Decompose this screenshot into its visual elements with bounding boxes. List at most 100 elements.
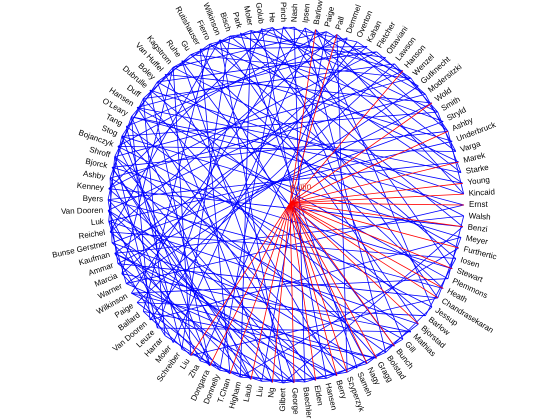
- hub-edge-10: [289, 202, 444, 289]
- node-label: Van Dooren: [61, 206, 103, 216]
- edge-47: [114, 156, 306, 383]
- edge-172: [240, 247, 459, 378]
- edge-108: [190, 54, 411, 79]
- edge-42: [164, 74, 338, 376]
- edge-116: [272, 27, 462, 173]
- node-label: He: [267, 12, 277, 23]
- edge-34: [143, 98, 377, 359]
- edge-91: [107, 70, 404, 211]
- edge-160: [121, 67, 174, 274]
- hub-edge-11: [289, 202, 439, 299]
- edge-11: [111, 166, 453, 270]
- edge-21: [137, 302, 426, 317]
- hub-edge-0: [289, 70, 404, 204]
- edge-43: [108, 188, 327, 379]
- hub-edge-24: [190, 202, 291, 356]
- hub-edge-20: [272, 202, 291, 383]
- hub-edge-12: [289, 202, 419, 325]
- edge-76: [142, 98, 166, 336]
- edge-62: [199, 49, 231, 374]
- node-label: Park: [231, 11, 244, 30]
- hub-edge-13: [289, 202, 395, 347]
- edge-95: [111, 130, 449, 168]
- edge-30: [181, 60, 395, 347]
- hub-edge-26: [289, 34, 338, 204]
- hub-edge-15: [289, 202, 368, 364]
- edge-136: [131, 67, 174, 118]
- edge-39: [121, 136, 348, 373]
- hub-edge-1: [289, 102, 433, 204]
- hub-label: Pullin: [289, 181, 312, 194]
- hub-edge-5: [289, 193, 464, 204]
- edge-35: [107, 210, 368, 364]
- node-label: Baechler: [301, 386, 313, 419]
- edge-171: [190, 297, 438, 356]
- hub-edge-22: [229, 202, 291, 375]
- edge-55: [111, 167, 262, 382]
- edge-114: [250, 30, 404, 72]
- edge-98: [121, 111, 438, 137]
- node-label: Ernst: [469, 200, 488, 209]
- edge-165: [121, 136, 211, 367]
- node-label: Reichel: [78, 228, 106, 241]
- hub-edge-17: [289, 202, 338, 376]
- edge-166: [111, 167, 252, 380]
- edge-32: [304, 27, 387, 353]
- edge-18: [250, 30, 439, 299]
- node-label: Moler: [242, 5, 255, 27]
- hub-edge-21: [250, 202, 291, 380]
- edge-137: [143, 54, 192, 99]
- edge-113: [240, 32, 463, 184]
- edge-94: [109, 93, 426, 179]
- edge-2: [114, 215, 464, 254]
- network-edges: [107, 26, 465, 384]
- edge-60: [240, 30, 252, 378]
- edge-37: [114, 252, 358, 369]
- hub-edge-2: [289, 130, 449, 204]
- hub-edge-16: [289, 202, 348, 373]
- node-label: Benzi: [467, 222, 488, 233]
- edge-85: [121, 46, 368, 274]
- hub-edge-19: [289, 202, 295, 383]
- node-label: Kincaid: [468, 187, 495, 198]
- edge-82: [136, 63, 395, 303]
- hub-edge-4: [289, 182, 463, 204]
- edge-118: [293, 26, 457, 152]
- edge-93: [108, 51, 377, 190]
- edge-119: [304, 27, 426, 95]
- node-label: Gilbert: [278, 387, 287, 411]
- edge-9: [110, 231, 456, 259]
- hub-edge-3: [289, 161, 459, 204]
- edge-24: [219, 39, 419, 325]
- node-label: George: [290, 388, 300, 416]
- hub-edge-7: [289, 202, 463, 228]
- edge-164: [136, 46, 368, 108]
- hub-edge-18: [289, 202, 317, 381]
- edge-27: [109, 177, 404, 340]
- edge-10: [209, 43, 457, 259]
- node-label: Walsh: [468, 211, 490, 221]
- edge-170: [157, 327, 411, 333]
- edge-77: [114, 156, 158, 329]
- node-label: Pall: [334, 15, 346, 31]
- edge-28: [272, 27, 404, 340]
- edge-74: [172, 29, 317, 343]
- edge-102: [143, 63, 395, 99]
- edge-13: [131, 278, 449, 294]
- edge-89: [109, 34, 338, 233]
- edge-126: [209, 27, 273, 45]
- edge-111: [219, 39, 444, 122]
- hub-edge-23: [209, 202, 291, 367]
- node-label: Barlow: [312, 0, 325, 25]
- edge-169: [131, 292, 377, 359]
- node-label: Young: [467, 175, 490, 187]
- edge-50: [181, 60, 295, 383]
- node-label: Golub: [254, 2, 266, 25]
- edge-121: [326, 31, 419, 87]
- hub-edge-6: [289, 202, 465, 206]
- edge-78: [156, 28, 262, 329]
- node-label: Ipsen: [301, 3, 312, 23]
- node-label: Elden: [313, 385, 325, 407]
- edge-8: [157, 81, 459, 249]
